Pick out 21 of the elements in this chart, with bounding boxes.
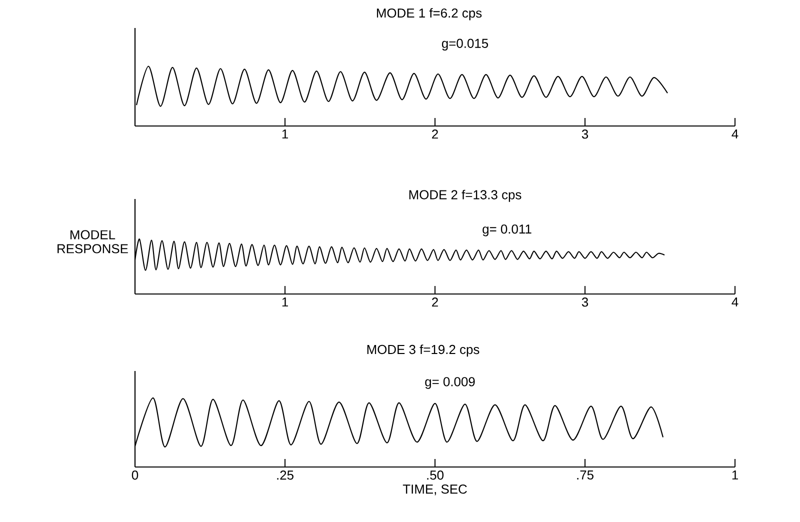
x-tick-label: 1: [282, 298, 288, 306]
x-tick-label: 4: [732, 298, 738, 306]
chart-title: MODE 1 f=6.2 cps: [376, 8, 482, 20]
x-tick-label: 3: [582, 130, 588, 139]
x-tick-label: 1: [732, 470, 738, 480]
chart-subtitle: g=0.015: [442, 38, 488, 51]
x-tick-label: 3: [582, 298, 588, 307]
chart-subtitle: g= 0.009: [425, 377, 475, 389]
x-tick-label: .75: [577, 470, 594, 480]
x-tick-label: 2: [432, 298, 438, 307]
chart-subtitle: g= 0.011: [482, 224, 532, 236]
x-tick-label: 0: [132, 470, 138, 480]
x-tick-label: 1: [282, 130, 288, 138]
chart-title: MODE 3 f=19.2 cps: [367, 344, 480, 357]
x-tick-label: .25: [277, 470, 294, 480]
chart-title: MODE 2 f=13.3 cps: [409, 190, 522, 202]
y-axis-title: MODEL RESPONSE: [58, 230, 128, 254]
x-tick-label: 4: [732, 130, 738, 138]
x-tick-label: 2: [432, 130, 438, 139]
x-tick-label: .50: [427, 470, 444, 480]
x-axis-title: TIME, SEC: [402, 484, 467, 496]
